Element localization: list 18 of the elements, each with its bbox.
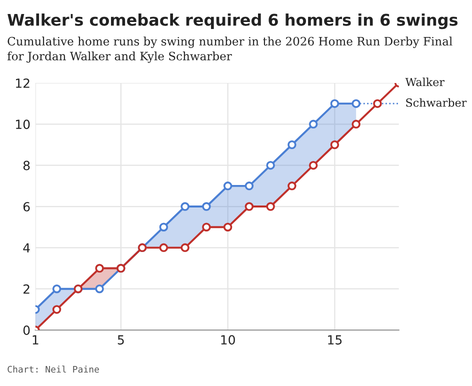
point xyxy=(352,99,360,108)
y-tick-label: 6 xyxy=(23,202,30,212)
y-tick-label: 10 xyxy=(16,120,30,130)
y-tick-label: 8 xyxy=(23,160,30,170)
y-tick-label: 4 xyxy=(23,243,30,252)
x-tick-label: 15 xyxy=(328,335,342,345)
text: Chart: Neil Paine xyxy=(8,366,99,373)
series-label: Walker xyxy=(405,78,444,86)
x-tick-label: 10 xyxy=(221,335,235,345)
legend-label: Schwarber xyxy=(406,98,467,107)
y-tick-label: 0 xyxy=(23,326,30,335)
x-tick-label: 1 xyxy=(32,335,38,344)
y-tick-label: 2 xyxy=(24,284,30,294)
y-tick-label: 12 xyxy=(16,78,30,88)
chart-subtitle: Cumulative home runs by swing number in the 2026 Home Run Derby Final for Jordan Walker and Kyle Schwarber xyxy=(7,36,452,63)
chart-title: Walker's comeback required 6 homers in 6 swings xyxy=(8,14,458,30)
x-tick-label: 5 xyxy=(118,335,124,345)
point xyxy=(373,99,382,108)
